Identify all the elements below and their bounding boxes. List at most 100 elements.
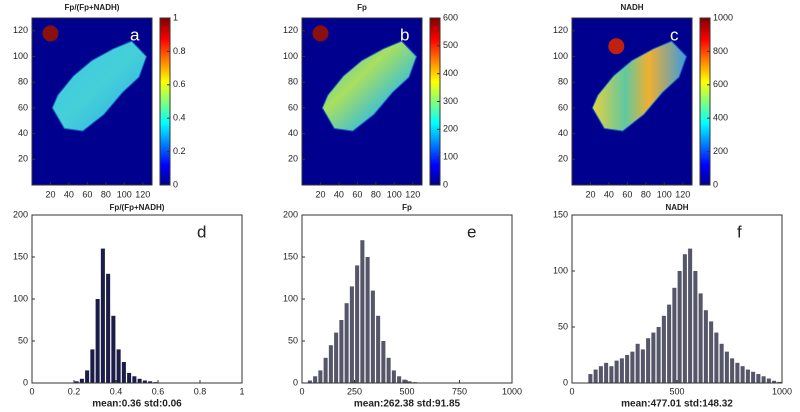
x-tick-label: 80	[641, 189, 651, 199]
y-tick-label: 20	[558, 154, 568, 164]
x-tick-label: 1000	[772, 386, 792, 396]
histogram-bar	[614, 360, 619, 383]
x-tick-label: 500	[399, 386, 414, 396]
histogram-bar	[677, 271, 682, 383]
histogram-bar	[381, 341, 386, 383]
histogram-bar	[709, 321, 714, 383]
panel-letter: d	[197, 222, 206, 241]
histogram-bar	[365, 257, 370, 383]
colorbar-tick-label: 600	[713, 79, 728, 89]
y-tick-label: 20	[288, 154, 298, 164]
histogram-bar	[672, 287, 677, 383]
colorbar-tick-label: 400	[443, 68, 458, 78]
y-tick-label: 80	[558, 77, 568, 87]
colorbar-tick-label: 0	[443, 179, 448, 189]
statistics-annotation: mean:262.38 std:91.85	[354, 399, 461, 410]
y-tick-label: 100	[283, 293, 298, 303]
y-tick-label: 80	[288, 77, 298, 87]
colorbar-tick-label: 0.2	[173, 146, 186, 156]
colorbar	[159, 17, 171, 186]
panel-title: NADH	[620, 3, 643, 12]
histogram-bar	[640, 349, 645, 383]
x-tick-label: 500	[669, 386, 684, 396]
x-tick-label: 100	[387, 189, 402, 199]
histogram-bar	[137, 378, 142, 383]
reference-spot	[42, 25, 59, 42]
histogram-bar	[74, 381, 79, 383]
axes-background	[32, 215, 242, 383]
panel-letter: e	[467, 222, 476, 241]
histogram-bar	[370, 290, 375, 383]
histogram-bar	[100, 248, 105, 383]
x-tick-label: 20	[45, 189, 55, 199]
histogram-bar	[630, 351, 635, 383]
colorbar-tick-label: 100	[443, 152, 458, 162]
panel-title: Fp	[357, 3, 367, 12]
histogram-bar	[735, 362, 740, 383]
histogram-bar	[745, 369, 750, 383]
panel-title: Fp	[402, 203, 412, 212]
histogram-bar	[323, 357, 328, 383]
panel-letter: b	[400, 25, 409, 44]
histogram-bar	[307, 380, 312, 383]
y-tick-label: 120	[283, 25, 298, 35]
x-tick-label: 0.6	[152, 386, 165, 396]
panel-title: NADH	[665, 203, 688, 212]
y-tick-label: 200	[13, 209, 28, 219]
y-tick-label: 150	[13, 251, 28, 261]
colorbar-tick-label: 1	[173, 12, 178, 22]
colorbar-tick-label: 1000	[713, 12, 733, 22]
histogram-bar	[693, 271, 698, 383]
histogram-bar	[719, 343, 724, 383]
histogram-bar	[90, 349, 95, 383]
histogram-bar	[79, 378, 84, 383]
histogram-bar	[127, 372, 132, 383]
histogram-bar	[376, 315, 381, 383]
histogram-bar	[698, 293, 703, 383]
reference-spot	[312, 25, 329, 42]
x-tick-label: 40	[334, 189, 344, 199]
colorbar-tick-label: 300	[443, 96, 458, 106]
histogram-bar	[646, 338, 651, 383]
x-tick-label: 120	[135, 189, 150, 199]
x-tick-label: 1000	[502, 386, 522, 396]
histogram-bar	[751, 371, 756, 383]
reference-spot	[608, 38, 625, 55]
x-tick-label: 0	[299, 386, 304, 396]
histogram-bar	[756, 374, 761, 383]
y-tick-label: 100	[13, 51, 28, 61]
y-tick-label: 0	[293, 377, 298, 387]
histogram-bar	[766, 378, 771, 383]
histogram-bar	[328, 345, 333, 383]
colorbar-tick-label: 600	[443, 12, 458, 22]
x-tick-label: 0.4	[110, 386, 123, 396]
x-tick-label: 60	[622, 189, 632, 199]
histogram-bar	[609, 366, 614, 383]
y-tick-label: 50	[18, 335, 28, 345]
histogram-bar	[619, 358, 624, 383]
panel-letter: a	[130, 25, 140, 44]
tissue-region	[51, 40, 148, 132]
histogram-bar	[714, 332, 719, 383]
y-tick-label: 60	[288, 102, 298, 112]
histogram-bar	[116, 349, 121, 383]
panel-title: Fp/(Fp+NADH)	[110, 203, 165, 212]
panel-letter: c	[670, 25, 679, 44]
x-tick-label: 0.2	[68, 386, 81, 396]
histogram-bar	[667, 304, 672, 383]
y-tick-label: 100	[553, 51, 568, 61]
histogram-bar	[593, 369, 598, 383]
histogram-bar	[142, 380, 147, 383]
x-tick-label: 0.8	[194, 386, 207, 396]
histogram-bar	[761, 376, 766, 383]
histogram-bar	[651, 332, 656, 383]
x-tick-label: 40	[604, 189, 614, 199]
x-tick-label: 120	[405, 189, 420, 199]
histogram-bar	[598, 366, 603, 383]
histogram-bar	[703, 310, 708, 383]
y-tick-label: 50	[558, 321, 568, 331]
x-tick-label: 120	[675, 189, 690, 199]
histogram-bar	[604, 362, 609, 383]
y-tick-label: 0	[23, 377, 28, 387]
x-tick-label: 0	[569, 386, 574, 396]
